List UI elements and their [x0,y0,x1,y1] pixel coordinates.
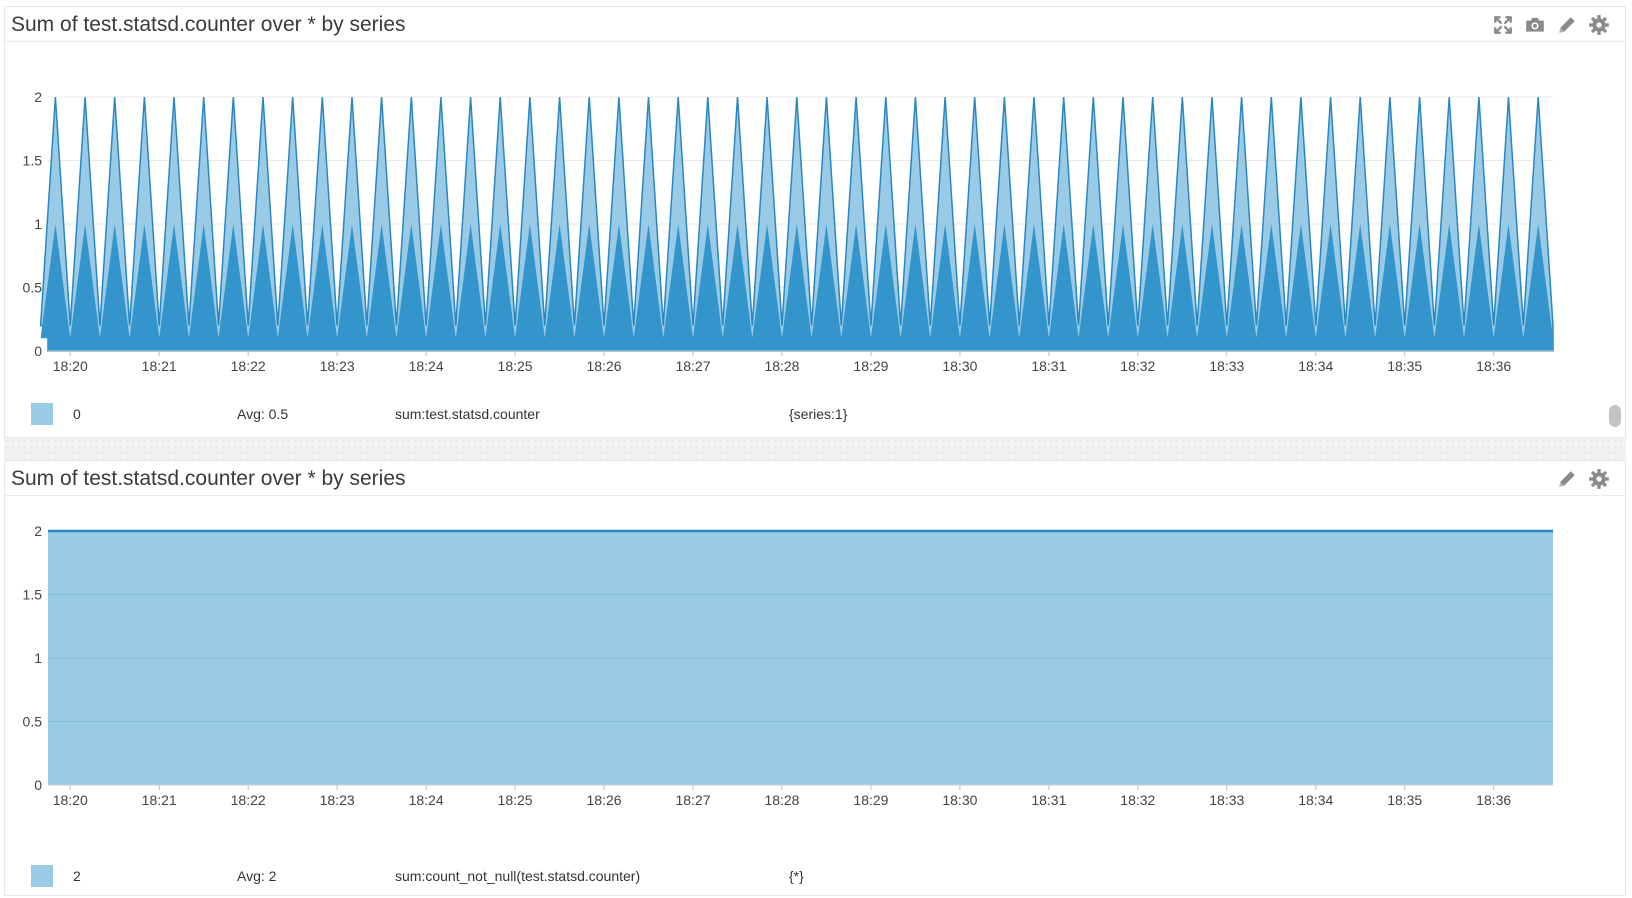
series-area-stacked [40,224,1554,351]
x-tick-label: 18:28 [764,792,799,808]
x-tick-label: 18:34 [1298,792,1333,808]
y-tick-label: 1 [34,650,42,666]
y-tick-label: 2 [34,523,42,539]
x-tick-label: 18:22 [231,792,266,808]
y-tick-label: 0 [34,343,42,359]
y-tick-label: 1.5 [23,587,43,603]
panel-title: Sum of test.statsd.counter over * by ser… [11,467,406,490]
x-tick-label: 18:28 [764,358,799,374]
x-tick-label: 18:35 [1387,792,1422,808]
legend-scope: {*} [789,868,804,884]
x-tick-label: 18:25 [498,358,533,374]
x-tick-label: 18:29 [853,792,888,808]
x-tick-label: 18:23 [320,358,355,374]
x-tick-label: 18:34 [1298,358,1333,374]
camera-icon[interactable] [1523,13,1547,37]
x-tick-label: 18:21 [142,792,177,808]
x-tick-label: 18:26 [587,358,622,374]
panel-header: Sum of test.statsd.counter over * by ser… [5,461,1625,496]
panel-toolbar [1491,13,1611,37]
panel-header: Sum of test.statsd.counter over * by ser… [5,7,1625,42]
x-tick-label: 18:31 [1031,792,1066,808]
x-tick-label: 18:25 [498,792,533,808]
legend-scrollbar[interactable] [1609,405,1621,427]
legend-avg: Avg: 2 [237,868,277,884]
x-tick-label: 18:23 [320,792,355,808]
x-tick-label: 18:22 [231,358,266,374]
x-tick-label: 18:26 [587,792,622,808]
x-tick-label: 18:24 [409,358,444,374]
x-tick-label: 18:32 [1120,792,1155,808]
legend-query: sum:test.statsd.counter [395,406,540,422]
x-tick-label: 18:30 [942,358,977,374]
y-tick-label: 1 [34,216,42,232]
legend-query: sum:count_not_null(test.statsd.counter) [395,868,641,884]
gear-icon[interactable] [1587,467,1611,491]
pencil-icon[interactable] [1555,13,1579,37]
x-tick-label: 18:32 [1120,358,1155,374]
x-tick-label: 18:30 [942,792,977,808]
chart-2[interactable]: 0 0.5 1 1.5 2 18:20 18:21 18:22 18:23 18:24 18:25 1… [5,461,1627,841]
x-tick-label: 18:24 [409,792,444,808]
legend-row[interactable]: 0 Avg: 0.5 sum:test.statsd.counter {seri… [5,399,1625,429]
y-tick-label: 0.5 [23,714,43,730]
y-tick-label: 0 [34,777,42,793]
x-tick-label: 18:33 [1209,358,1244,374]
y-tick-label: 0.5 [23,280,43,296]
legend-swatch[interactable] [31,865,53,887]
y-tick-label: 2 [34,89,42,105]
legend-scope: {series:1} [789,406,848,422]
timeseries-panel-1: Sum of test.statsd.counter over * by ser… [4,6,1626,438]
x-tick-label: 18:21 [142,358,177,374]
gear-icon[interactable] [1587,13,1611,37]
legend-value: 2 [73,868,81,884]
x-tick-label: 18:31 [1031,358,1066,374]
x-tick-label: 18:29 [853,358,888,374]
x-tick-label: 18:36 [1476,792,1511,808]
panel-toolbar [1555,467,1611,491]
pencil-icon[interactable] [1555,467,1579,491]
x-tick-label: 18:20 [53,358,88,374]
x-tick-label: 18:27 [675,792,710,808]
x-tick-label: 18:27 [675,358,710,374]
legend-avg: Avg: 0.5 [237,406,289,422]
x-tick-label: 18:36 [1476,358,1511,374]
x-tick-label: 18:33 [1209,792,1244,808]
expand-icon[interactable] [1491,13,1515,37]
x-tick-label: 18:20 [53,792,88,808]
x-tick-label: 18:35 [1387,358,1422,374]
legend-value: 0 [73,406,81,422]
legend-row[interactable]: 2 Avg: 2 sum:count_not_null(test.statsd.… [5,861,1625,891]
panel-title: Sum of test.statsd.counter over * by ser… [11,13,406,36]
timeseries-panel-2: Sum of test.statsd.counter over * by ser… [4,460,1626,896]
legend-swatch[interactable] [31,403,53,425]
y-tick-label: 1.5 [23,153,43,169]
panel-separator [4,438,1626,460]
series-baseline-band [48,337,1553,351]
chart-1[interactable]: 0 0.5 1 1.5 2 18:20 18:21 18:22 18:23 18:24 18:25 1… [5,7,1627,387]
